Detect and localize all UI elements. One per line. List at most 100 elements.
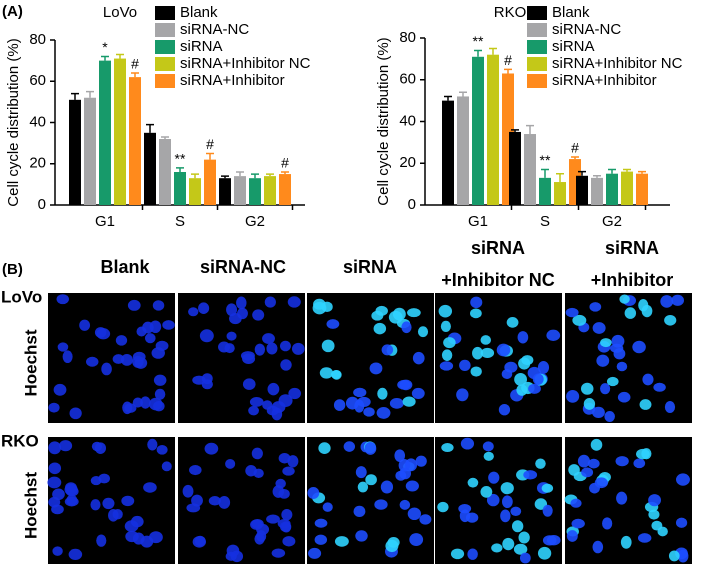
nucleus [604, 411, 615, 422]
nucleus [532, 373, 544, 385]
nucleus [470, 366, 482, 377]
error-bar [71, 92, 79, 100]
nucleus [314, 518, 328, 528]
legend-swatch [155, 74, 175, 88]
nucleus [91, 441, 103, 452]
bar [114, 58, 126, 205]
legend-swatch [527, 40, 547, 54]
nucleus [374, 499, 388, 510]
nucleus [256, 530, 267, 543]
nucleus [415, 455, 427, 467]
nucleus [68, 548, 83, 561]
nucleus [149, 531, 163, 544]
nucleus [648, 494, 661, 507]
nucleus [572, 314, 587, 326]
nucleus [218, 496, 231, 509]
bar [84, 97, 96, 205]
nucleus [592, 540, 604, 554]
nucleus [407, 507, 422, 521]
nucleus [491, 543, 503, 553]
nucleus [288, 387, 302, 400]
nucleus [334, 536, 349, 547]
legend-label: siRNA+Inhibitor NC [552, 55, 683, 72]
error-bar [251, 173, 259, 179]
nucleus [272, 485, 285, 498]
y-tick-label: 0 [408, 196, 416, 213]
nucleus [122, 401, 133, 415]
nucleus [155, 340, 169, 351]
nucleus [528, 383, 541, 394]
nucleus [149, 320, 162, 334]
nucleus [443, 337, 456, 349]
error-bar [578, 170, 586, 176]
nucleus [399, 499, 411, 510]
bar [472, 56, 484, 205]
nucleus [353, 505, 366, 517]
nucleus [194, 535, 206, 547]
micrograph [178, 293, 305, 423]
nucleus [565, 307, 579, 318]
nucleus [440, 320, 451, 333]
bar [636, 173, 648, 205]
micrograph [565, 293, 692, 423]
nucleus [287, 455, 299, 468]
nucleus [266, 514, 280, 524]
nucleus [182, 484, 194, 498]
nucleus [498, 404, 511, 416]
nucleus [102, 497, 115, 510]
nucleus [225, 551, 237, 561]
bar [234, 176, 246, 205]
nucleus [571, 518, 585, 529]
nucleus [279, 340, 291, 352]
nucleus [480, 485, 493, 498]
nucleus [519, 552, 531, 564]
nucleus [587, 458, 600, 469]
nucleus [513, 543, 528, 555]
panel-label: (A) [2, 3, 23, 20]
nucleus [132, 397, 143, 408]
nucleus [56, 294, 69, 305]
nucleus [502, 495, 513, 509]
significance-mark: # [206, 136, 214, 152]
nucleus [577, 454, 590, 468]
nucleus [488, 471, 500, 484]
nucleus [537, 546, 552, 560]
nucleus [64, 483, 78, 496]
nucleus [281, 521, 292, 533]
nucleus [189, 464, 202, 476]
nucleus [517, 331, 529, 344]
nucleus [502, 537, 515, 551]
nucleus [412, 351, 425, 365]
nucleus [506, 317, 519, 328]
x-tick-label: S [175, 213, 185, 230]
nucleus [156, 444, 168, 455]
error-bar [236, 171, 244, 177]
nucleus [675, 473, 690, 486]
error-bar [266, 173, 274, 177]
nucleus [271, 548, 286, 558]
nucleus [535, 458, 546, 469]
nucleus [566, 389, 580, 403]
nucleus [148, 397, 163, 411]
legend-swatch [155, 57, 175, 71]
nucleus [570, 498, 582, 508]
nucleus [617, 391, 631, 403]
nucleus [405, 480, 419, 492]
nucleus [48, 402, 60, 413]
stain-label: Hoechst [21, 472, 40, 539]
micrograph [435, 293, 562, 423]
nucleus [541, 483, 554, 493]
nucleus [307, 487, 320, 499]
bar [487, 54, 499, 206]
nucleus [486, 493, 500, 507]
nucleus [250, 519, 263, 530]
nucleus [467, 477, 479, 488]
nucleus [394, 449, 406, 462]
nucleus [308, 547, 322, 559]
nucleus [419, 514, 432, 525]
micrograph-bg [435, 293, 562, 423]
legend-label: siRNA+Inhibitor [180, 72, 285, 89]
nucleus [480, 347, 495, 359]
legend-swatch [527, 6, 547, 20]
nucleus [409, 533, 424, 547]
